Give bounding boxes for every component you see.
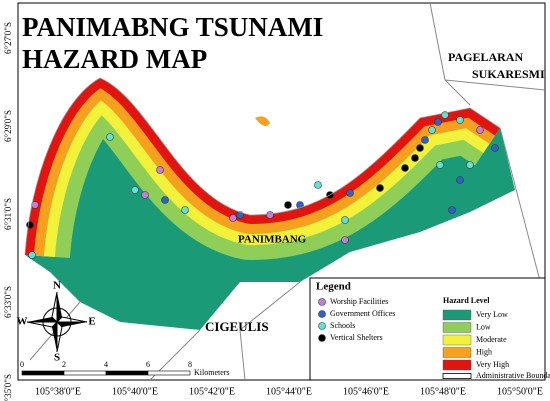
legend-swatch <box>442 347 472 358</box>
place-label: CIGEULIS <box>205 319 269 334</box>
facility <box>434 118 442 126</box>
legend-label: Vertical Shelters <box>330 333 383 342</box>
legend-symbol <box>318 334 326 342</box>
lon-label: 105°42'0"E <box>189 386 235 397</box>
scale-label: 0 <box>20 360 24 369</box>
facility <box>156 166 164 174</box>
lon-label: 105°40'0"E <box>112 386 158 397</box>
legend-swatch <box>442 334 472 346</box>
compass-label: S <box>54 352 60 364</box>
legend-symbol <box>318 298 326 306</box>
legend-swatch <box>442 322 472 333</box>
scale-seg <box>105 370 149 376</box>
facility <box>341 236 349 244</box>
facility <box>456 116 464 124</box>
legend-label: Administrative Boundary <box>476 371 550 380</box>
lat-label: 6°35'0"S <box>3 374 13 401</box>
lon-label: 105°44'0"E <box>266 386 312 397</box>
lon-label: 105°38'0"E <box>35 386 81 397</box>
scale-label: 2 <box>62 360 66 369</box>
map-title: PANIMABNG TSUNAMI <box>22 12 323 42</box>
legend-swatch <box>442 373 472 379</box>
legend-label: Moderate <box>476 335 507 344</box>
facility <box>141 191 149 199</box>
legend-symbol <box>318 310 326 318</box>
legend-label: Worship Facilities <box>330 297 388 306</box>
legend-symbol <box>318 322 326 330</box>
legend-label: Government Offices <box>330 309 395 318</box>
facility <box>131 186 139 194</box>
scale-label: 6 <box>146 360 150 369</box>
lon-label: 105°50'0"E <box>497 386 543 397</box>
scale-seg <box>63 370 107 376</box>
facility <box>161 196 169 204</box>
legend-swatch <box>442 359 472 371</box>
map-title: HAZARD MAP <box>22 44 207 74</box>
compass-label: E <box>88 316 95 328</box>
legend-box <box>309 277 546 381</box>
legend-label: Low <box>476 322 491 331</box>
facilities <box>26 111 499 259</box>
legend-label: Very Low <box>476 310 508 319</box>
facility <box>314 181 322 189</box>
lat-label: 6°27'0"S <box>3 22 13 54</box>
facility <box>181 206 189 214</box>
facility <box>376 184 384 192</box>
facility <box>428 126 436 134</box>
facility <box>411 154 419 162</box>
facility <box>28 251 36 259</box>
facility <box>476 126 484 134</box>
boundaries <box>29 2 546 381</box>
scale-seg <box>21 370 65 376</box>
scale-unit: Kilometers <box>194 368 230 377</box>
coastline <box>24 77 501 256</box>
place-label: PAGELARAN <box>448 50 523 64</box>
compass-label: N <box>53 280 61 292</box>
compass <box>26 291 88 353</box>
facility <box>421 136 429 144</box>
legend-subtitle: Hazard Level <box>443 296 490 305</box>
facility <box>341 216 349 224</box>
scale-label: 4 <box>104 360 108 369</box>
facility <box>346 189 354 197</box>
place-label: SUKARESMI <box>472 67 545 81</box>
scale-seg <box>147 370 191 376</box>
lat-label: 6°29'0"S <box>3 110 13 142</box>
facility <box>448 206 456 214</box>
facility <box>436 161 444 169</box>
facility <box>236 211 244 219</box>
facility <box>466 161 474 169</box>
facility <box>456 176 464 184</box>
legend-label: Schools <box>330 321 355 330</box>
legend-label: Very High <box>476 360 509 369</box>
facility <box>266 211 274 219</box>
facility <box>491 144 499 152</box>
facility <box>416 144 424 152</box>
lon-label: 105°48'0"E <box>420 386 466 397</box>
facility <box>106 133 114 141</box>
compass-label: W <box>17 316 28 328</box>
lon-label: 105°46'0"E <box>343 386 389 397</box>
legend-swatch <box>442 309 472 321</box>
legend-label: High <box>476 347 492 356</box>
place-label: PANIMBANG <box>238 234 307 246</box>
lat-label: 6°31'0"S <box>3 198 13 230</box>
facility <box>229 214 237 222</box>
facility <box>284 201 292 209</box>
facility <box>401 164 409 172</box>
lat-label: 6°33'0"S <box>3 286 13 318</box>
island <box>255 116 270 127</box>
scale-label: 8 <box>188 360 192 369</box>
legend-title: Legend <box>316 281 351 293</box>
